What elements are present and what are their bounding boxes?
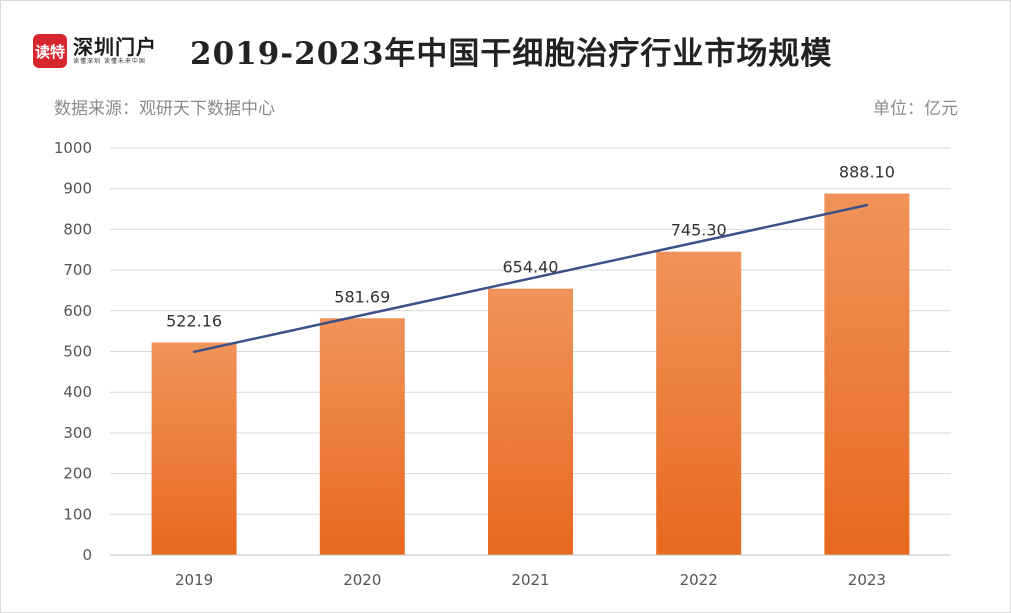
trendline bbox=[192, 203, 869, 354]
bar-2020 bbox=[319, 318, 405, 555]
data-label: 522.16 bbox=[166, 311, 222, 330]
y-tick-label: 300 bbox=[63, 424, 92, 442]
logo-text: 深圳门户 读懂深圳 读懂未来中国 bbox=[73, 36, 157, 66]
x-tick-label: 2023 bbox=[848, 571, 886, 589]
x-tick-label: 2019 bbox=[175, 571, 213, 589]
x-tick-label: 2020 bbox=[343, 571, 381, 589]
y-tick-label: 900 bbox=[63, 180, 92, 198]
x-tick-label: 2021 bbox=[511, 571, 549, 589]
y-tick-label: 800 bbox=[63, 220, 92, 238]
logo-badge: 读特 bbox=[33, 34, 67, 68]
bar-2023 bbox=[824, 193, 910, 555]
bar-2019 bbox=[151, 342, 237, 555]
x-tick-label: 2022 bbox=[680, 571, 718, 589]
data-source: 数据来源：观研天下数据中心 bbox=[54, 99, 275, 119]
data-label: 654.40 bbox=[503, 258, 559, 277]
y-tick-label: 400 bbox=[63, 383, 92, 401]
axes: 0 100 200 300 400 500 600 700 800 900 1000 2019 2020… bbox=[54, 139, 951, 589]
chart-title: 2019-2023年中国干细胞治疗行业市场规模 bbox=[190, 36, 833, 72]
trendline-layer bbox=[192, 203, 869, 354]
logo-tagline: 读懂深圳 读懂未来中国 bbox=[73, 58, 146, 65]
y-tick-label: 0 bbox=[82, 546, 92, 564]
data-label: 581.69 bbox=[334, 287, 390, 306]
y-tick-label: 1000 bbox=[54, 139, 92, 157]
bar-2022 bbox=[656, 251, 742, 555]
bar-2021 bbox=[488, 288, 573, 555]
bars bbox=[151, 193, 910, 555]
data-label: 745.30 bbox=[671, 221, 727, 240]
unit-label: 单位：亿元 bbox=[873, 99, 958, 119]
y-tick-label: 100 bbox=[63, 505, 92, 523]
logo-name: 深圳门户 bbox=[73, 35, 157, 59]
data-label: 888.10 bbox=[839, 163, 895, 182]
logo: 读特 深圳门户 读懂深圳 读懂未来中国 bbox=[33, 33, 157, 69]
data-labels: 522.16 581.69 654.40 745.30 888.10 bbox=[166, 163, 895, 331]
y-tick-label: 600 bbox=[63, 302, 92, 320]
y-tick-label: 200 bbox=[63, 465, 92, 483]
y-tick-label: 700 bbox=[63, 261, 92, 279]
y-tick-label: 500 bbox=[63, 343, 92, 361]
